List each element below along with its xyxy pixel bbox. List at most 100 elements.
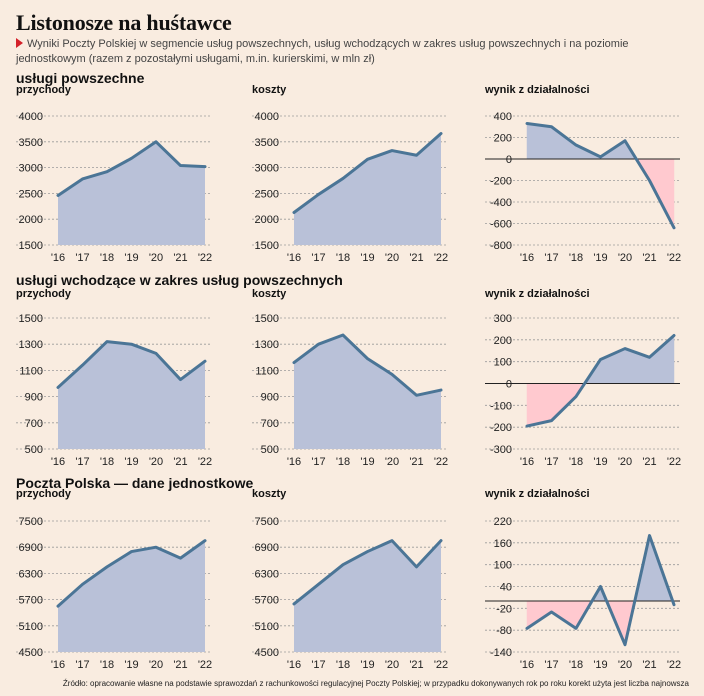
- value-area: [294, 133, 441, 245]
- x-tick-label: '20: [385, 659, 399, 671]
- data-point-6: [203, 165, 207, 168]
- y-tick-label: 4500: [255, 647, 279, 659]
- y-tick-label: 3000: [255, 163, 279, 175]
- y-tick-label: 7500: [255, 516, 279, 528]
- x-tick-label: '18: [100, 252, 114, 264]
- y-tick-label: 400: [494, 111, 512, 123]
- data-point-5: [415, 565, 418, 569]
- x-tick-label: '19: [124, 456, 138, 468]
- value-area: [58, 341, 205, 449]
- x-tick-label: '19: [360, 659, 374, 671]
- chart-panel-7: 4500 5100 5700 6300 6900 7500 '16 '17 '18 '19 '20 '…: [252, 516, 448, 671]
- y-tick-label: -800: [490, 240, 512, 252]
- y-tick-label: 6300: [19, 568, 43, 580]
- x-tick-label: '19: [593, 252, 607, 264]
- section-title-within-universal: usługi wchodzące w zakres usług powszech…: [16, 272, 343, 288]
- data-point-0: [56, 194, 60, 197]
- x-tick-label: '22: [667, 252, 681, 264]
- data-point-4: [623, 347, 627, 350]
- x-tick-label: '22: [434, 456, 448, 468]
- chart-panel-2: -800 -600 -400 -200 0 200 400 '16 '17 '18 '19 '20 '2…: [485, 111, 681, 264]
- x-tick-label: '17: [75, 659, 89, 671]
- x-tick-label: '22: [198, 456, 212, 468]
- y-tick-label: -140: [490, 647, 512, 659]
- data-point-4: [154, 140, 158, 143]
- data-point-6: [203, 539, 207, 542]
- section-title-company: Poczta Polska — dane jednostkowe: [16, 475, 254, 491]
- triangle-marker-icon: [16, 38, 23, 48]
- data-point-6: [672, 226, 676, 229]
- positive-area: [649, 334, 675, 384]
- y-tick-label: -300: [490, 444, 512, 456]
- x-tick-label: '16: [287, 252, 301, 264]
- data-point-3: [599, 585, 602, 588]
- x-tick-label: '17: [311, 659, 325, 671]
- x-tick-label: '18: [336, 659, 350, 671]
- data-point-4: [390, 539, 394, 542]
- data-point-4: [390, 149, 394, 152]
- x-tick-label: '18: [569, 456, 583, 468]
- data-point-6: [439, 132, 443, 135]
- data-point-3: [366, 550, 369, 553]
- data-point-5: [648, 534, 651, 537]
- y-tick-label: 5100: [255, 621, 279, 633]
- y-tick-label: 300: [494, 313, 512, 325]
- data-point-3: [366, 357, 369, 360]
- data-point-1: [550, 125, 553, 128]
- y-tick-label: 4000: [255, 111, 279, 123]
- data-point-1: [81, 583, 84, 586]
- panel-label: koszty: [252, 288, 287, 300]
- data-point-6: [203, 360, 207, 363]
- data-point-2: [105, 565, 109, 569]
- panel-label: koszty: [252, 488, 287, 500]
- y-tick-label: 100: [494, 357, 512, 369]
- x-tick-label: '20: [618, 456, 632, 468]
- x-tick-label: '19: [360, 456, 374, 468]
- x-tick-label: '17: [311, 456, 325, 468]
- data-point-6: [672, 334, 676, 337]
- x-tick-label: '21: [642, 456, 656, 468]
- y-tick-label: 6300: [255, 568, 279, 580]
- y-tick-label: 6900: [19, 542, 43, 554]
- negative-area: [526, 383, 552, 427]
- x-tick-label: '20: [149, 659, 163, 671]
- data-point-0: [292, 211, 296, 214]
- data-point-2: [341, 333, 345, 337]
- y-tick-label: 1300: [19, 339, 43, 351]
- x-tick-label: '18: [569, 252, 583, 264]
- chart-subtitle: Wyniki Poczty Polskiej w segmencie usług…: [16, 37, 696, 67]
- y-tick-label: 3500: [255, 137, 279, 149]
- x-tick-label: '16: [287, 456, 301, 468]
- x-tick-label: '16: [520, 456, 534, 468]
- y-tick-label: 900: [25, 392, 43, 404]
- y-tick-label: 3000: [19, 163, 43, 175]
- data-point-1: [550, 419, 553, 422]
- x-tick-label: '20: [618, 252, 632, 264]
- data-point-4: [154, 546, 158, 549]
- y-tick-label: 2500: [255, 188, 279, 200]
- y-tick-label: 2500: [19, 188, 43, 200]
- x-tick-label: '17: [544, 456, 558, 468]
- data-point-5: [179, 378, 182, 381]
- data-point-0: [56, 386, 60, 389]
- x-tick-label: '22: [667, 456, 681, 468]
- data-point-5: [179, 164, 182, 167]
- y-tick-label: 220: [494, 516, 512, 528]
- data-point-0: [292, 361, 296, 364]
- data-point-1: [317, 343, 320, 346]
- chart-panel-4: 500 700 900 1100 1300 1500 '16 '17 '18 '19 '20 '21 '…: [252, 313, 448, 468]
- data-point-4: [623, 139, 627, 142]
- y-tick-label: 5100: [19, 621, 43, 633]
- y-tick-label: 0: [506, 154, 512, 166]
- data-point-1: [317, 583, 320, 586]
- panel-label: przychody: [16, 288, 72, 300]
- x-tick-label: '18: [100, 456, 114, 468]
- data-point-0: [525, 424, 529, 428]
- y-tick-label: 1500: [19, 313, 43, 325]
- data-point-1: [317, 193, 320, 196]
- x-tick-label: '16: [520, 252, 534, 264]
- panel-label: przychody: [16, 488, 72, 500]
- data-point-6: [439, 539, 443, 542]
- x-tick-label: '21: [642, 252, 656, 264]
- data-point-3: [599, 358, 602, 361]
